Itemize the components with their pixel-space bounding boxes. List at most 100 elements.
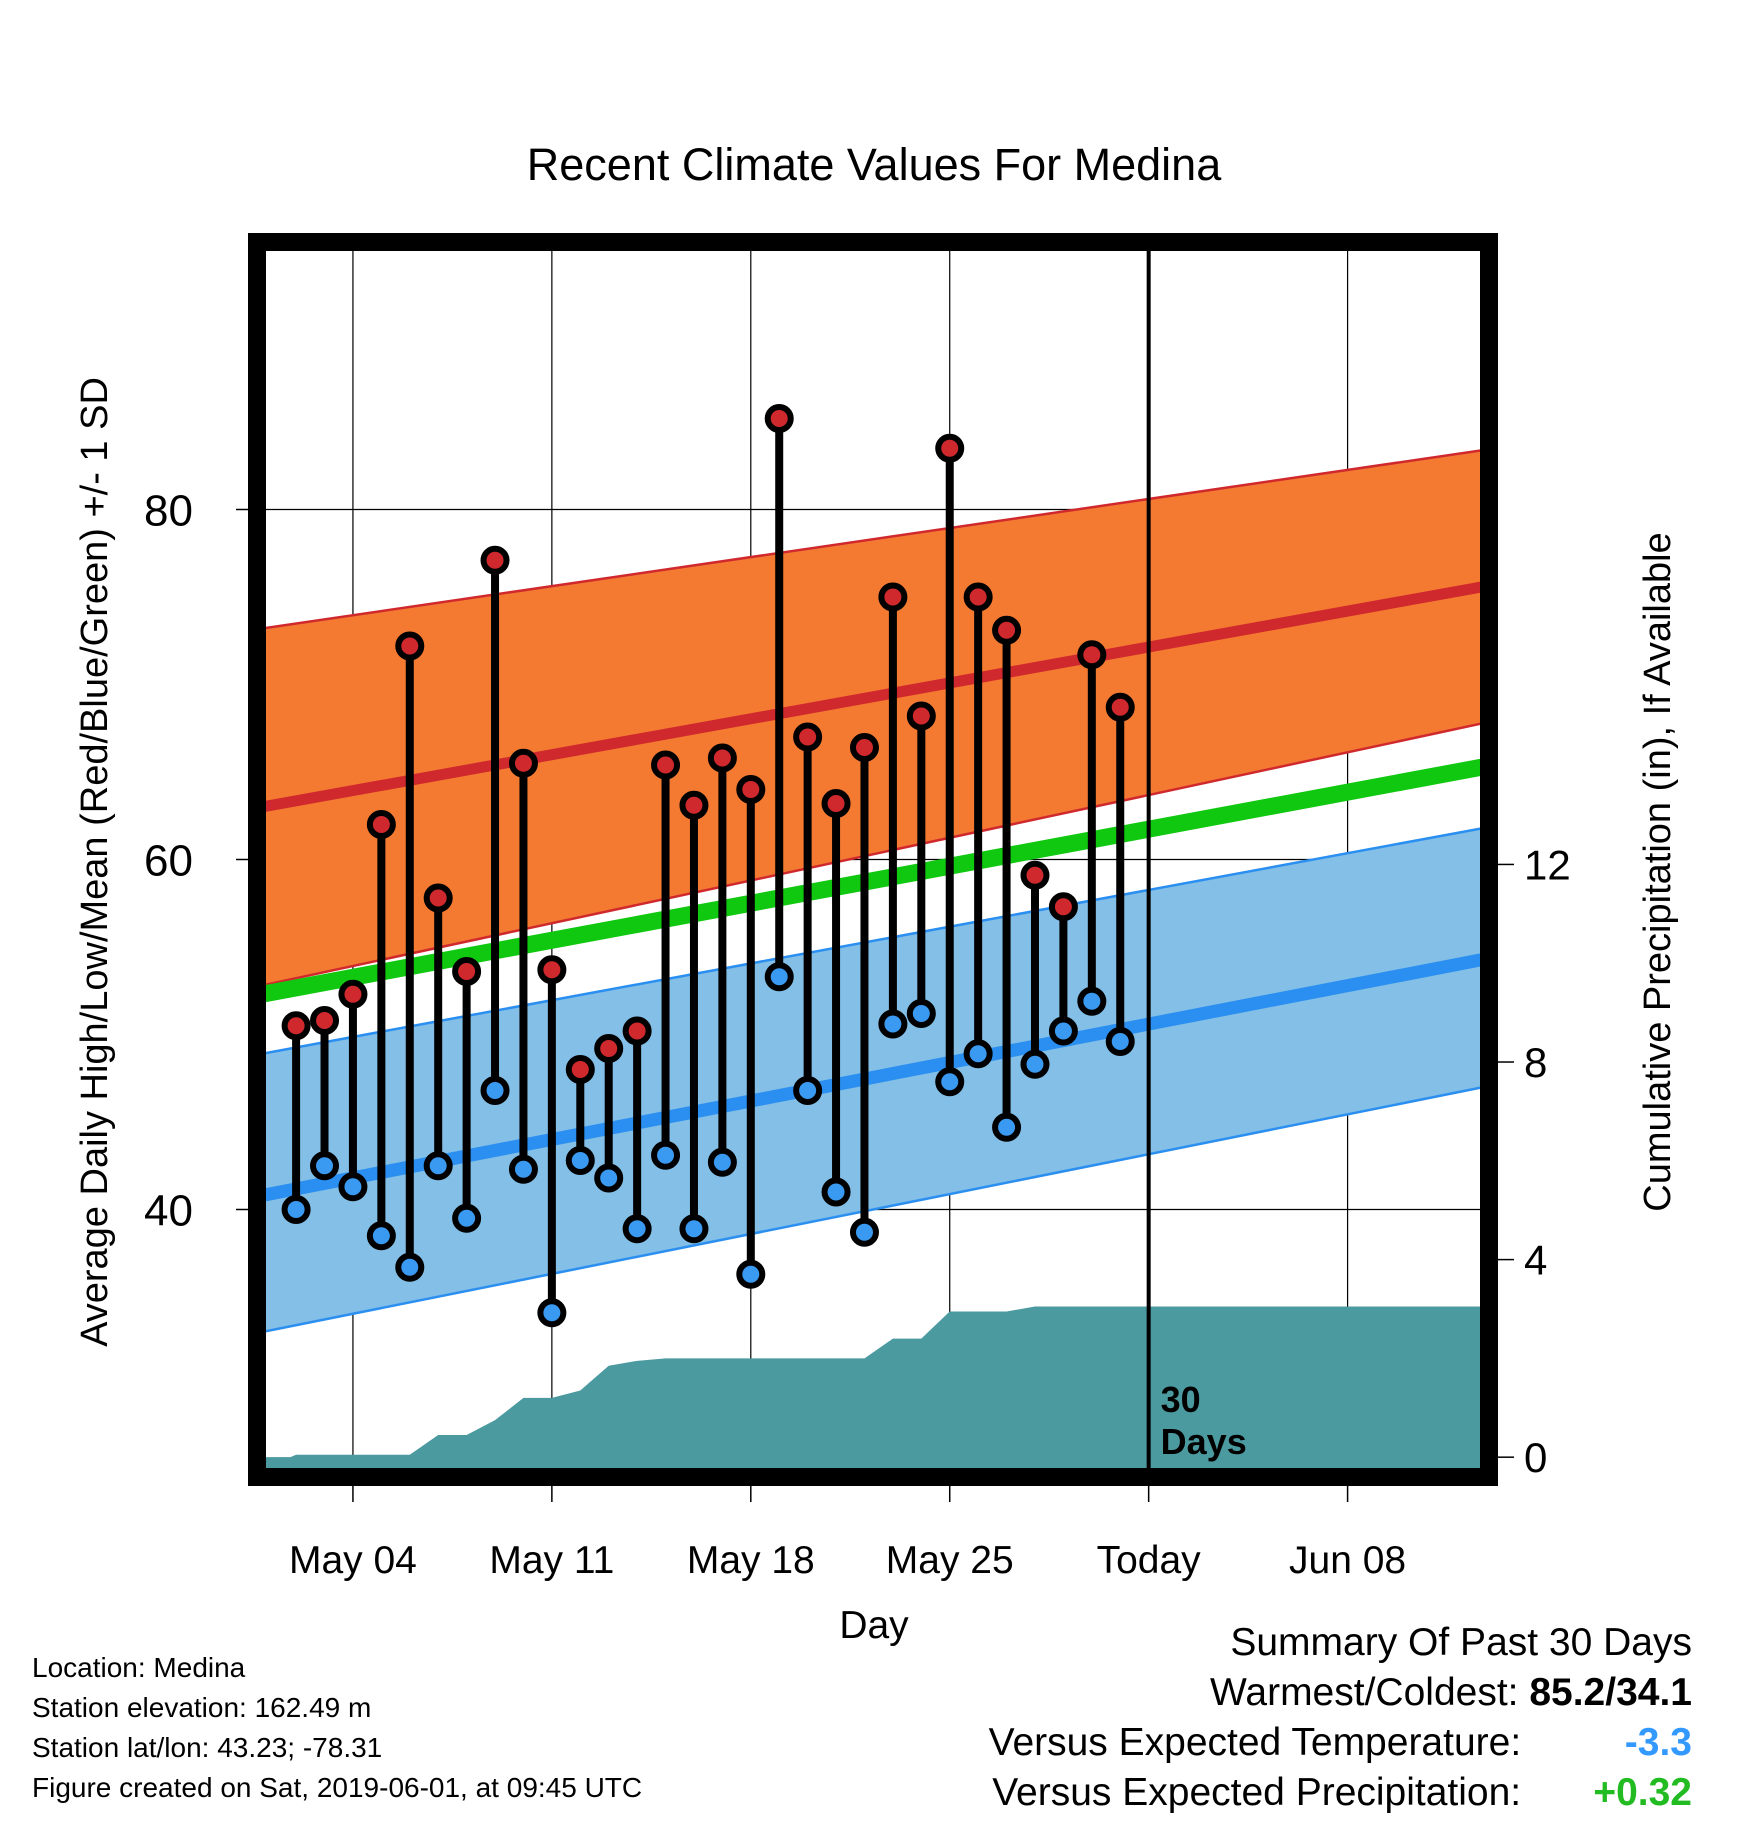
daily-high-point (651, 750, 681, 780)
daily-low-point (423, 1151, 453, 1181)
daily-low-point (452, 1203, 482, 1233)
daily-low-point (821, 1177, 851, 1207)
daily-high-point (764, 404, 794, 433)
daily-high-point (537, 955, 567, 985)
summary-warmest-value: 85.2/34.1 (1529, 1671, 1692, 1714)
summary-precip-label: Versus Expected Precipitation: (992, 1771, 1522, 1814)
daily-high-point (423, 883, 453, 913)
daily-low-point (310, 1151, 340, 1181)
daily-low-point (594, 1163, 624, 1193)
daily-high-point (366, 810, 396, 839)
summary-title: Summary Of Past 30 Days (1230, 1621, 1692, 1664)
daily-high-point (906, 701, 936, 731)
daily-high-point (849, 733, 879, 762)
high-lower-line (262, 721, 1484, 987)
daily-low-point (736, 1259, 766, 1289)
x-tick-label: May 04 (289, 1539, 417, 1582)
summary-warmest-row: Warmest/Coldest: 85.2/34.1 (892, 1668, 1692, 1718)
station-elevation: Station elevation: 162.49 m (32, 1692, 372, 1723)
figure-created: Figure created on Sat, 2019-06-01, at 09… (32, 1772, 643, 1803)
x-tick-label: May 18 (687, 1539, 815, 1582)
daily-low-point (878, 1009, 908, 1039)
daily-low-point (565, 1146, 595, 1175)
daily-high-point (821, 789, 851, 818)
daily-high-point (707, 743, 737, 773)
daily-low-point (508, 1154, 538, 1184)
high-normal-line (262, 581, 1484, 813)
mean-normal-line (262, 758, 1484, 1003)
daily-low-point (1077, 986, 1107, 1016)
y-tick-label-right: 8 (1524, 1039, 1547, 1086)
daily-high-point (878, 582, 908, 612)
daily-low-point (906, 999, 936, 1028)
daily-high-point (992, 615, 1022, 645)
y-tick-label-right: 4 (1524, 1237, 1547, 1284)
daily-low-point (1048, 1016, 1078, 1046)
daily-low-point (992, 1112, 1022, 1142)
station-latlon: Station lat/lon: 43.23; -78.31 (32, 1732, 383, 1763)
y-tick-label-right: 0 (1524, 1434, 1547, 1481)
y-axis-label-right: Cumulative Precipitation (in), If Availa… (1637, 532, 1679, 1211)
daily-low-point (395, 1252, 425, 1282)
summary-warmest-label: Warmest/Coldest: (1210, 1671, 1519, 1714)
summary-precip-value: +0.32 (1593, 1771, 1692, 1814)
daily-high-point (310, 1006, 340, 1035)
today-days-label: 30 (1161, 1379, 1201, 1420)
daily-low-point (281, 1195, 311, 1224)
y-axis-label-left: Average Daily High/Low/Mean (Red/Blue/Gr… (74, 377, 116, 1347)
y-tick-label-right: 12 (1524, 841, 1571, 888)
daily-high-point (395, 631, 425, 661)
daily-high-point (1048, 892, 1078, 922)
station-info: Location: Medina Station elevation: 162.… (32, 1648, 642, 1808)
y-tick-label-left: 40 (144, 1187, 193, 1236)
daily-low-point (622, 1214, 652, 1244)
daily-high-point (1020, 860, 1050, 890)
y-tick-label-left: 80 (144, 487, 193, 536)
daily-high-point (565, 1055, 595, 1084)
summary-temp-row: Versus Expected Temperature: -3.3 (892, 1718, 1692, 1768)
daily-high-point (1105, 692, 1135, 722)
x-tick-label: Today (1097, 1539, 1202, 1582)
summary-panel: Summary Of Past 30 Days Warmest/Coldest:… (892, 1618, 1692, 1818)
daily-high-point (935, 433, 965, 463)
daily-high-point (338, 979, 368, 1009)
plot-frame (248, 233, 1498, 1486)
station-location: Location: Medina (32, 1652, 246, 1683)
chart-title: Recent Climate Values For Medina (527, 139, 1222, 190)
high-upper-line (262, 448, 1484, 630)
daily-high-point (963, 582, 993, 612)
summary-precip-row: Versus Expected Precipitation: +0.32 (892, 1768, 1692, 1818)
today-days-label: Days (1161, 1421, 1247, 1462)
daily-high-point (1077, 640, 1107, 670)
daily-low-point (679, 1214, 709, 1244)
daily-low-point (963, 1039, 993, 1069)
daily-high-point (622, 1016, 652, 1046)
daily-high-point (281, 1011, 311, 1041)
daily-low-point (338, 1172, 368, 1202)
daily-high-point (679, 790, 709, 820)
daily-high-point (793, 722, 823, 752)
summary-temp-value: -3.3 (1624, 1721, 1692, 1764)
daily-high-point (508, 748, 538, 778)
x-axis-label: Day (839, 1604, 909, 1647)
daily-high-point (452, 957, 482, 986)
daily-low-point (480, 1076, 510, 1105)
daily-low-point (793, 1076, 823, 1105)
daily-low-point (707, 1147, 737, 1177)
daily-low-point (1020, 1049, 1050, 1079)
y-tick-label-left: 60 (144, 837, 193, 886)
low-lower-line (262, 1085, 1484, 1334)
axes: 40 60 80 0 4 8 12 May 04 May 11 May 18 May 25 Today… (144, 233, 1571, 1582)
precip-area (262, 1306, 1484, 1472)
daily-high-point (736, 775, 766, 804)
daily-low-point (537, 1298, 567, 1328)
x-tick-label: May 11 (489, 1539, 614, 1582)
daily-low-point (849, 1217, 879, 1247)
daily-high-point (480, 545, 510, 575)
daily-low-point (651, 1140, 681, 1170)
daily-low-point (366, 1221, 396, 1251)
daily-low-point (1105, 1027, 1135, 1056)
daily-low-point (764, 962, 794, 992)
daily-high-point (594, 1034, 624, 1063)
